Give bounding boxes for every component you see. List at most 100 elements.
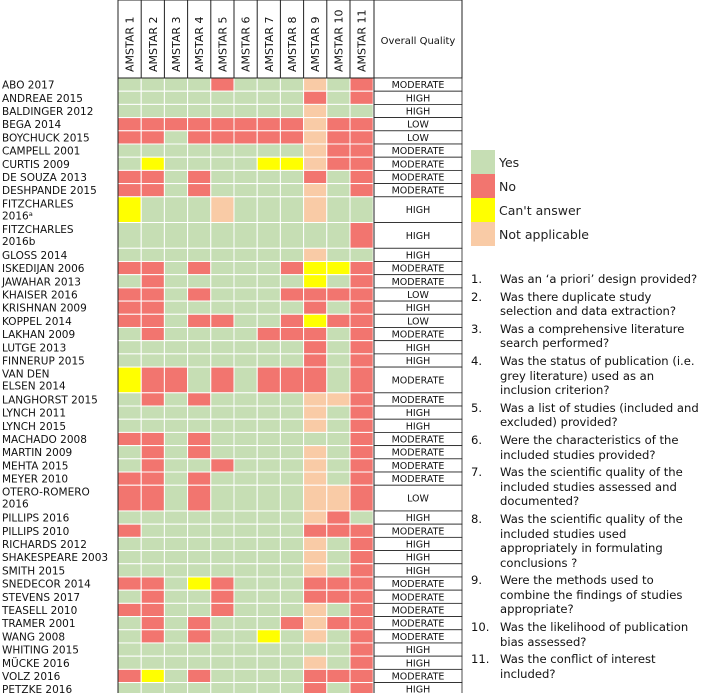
- heatmap-cell: [303, 90, 328, 105]
- study-label: DE SOUZA 2013: [2, 172, 87, 184]
- heatmap-cell: [210, 90, 235, 105]
- heatmap-cell: [279, 668, 305, 684]
- heatmap-cell: [117, 260, 142, 276]
- study-label: ANDREAE 2015: [2, 93, 83, 105]
- heatmap-cell: [210, 130, 235, 145]
- study-label: 2016b: [2, 236, 36, 248]
- heatmap-cell: [163, 589, 189, 604]
- heatmap-cell: [256, 668, 281, 684]
- heatmap-cell: [256, 392, 281, 407]
- heatmap-cell: [163, 300, 189, 315]
- heatmap-cell: [279, 682, 305, 693]
- heatmap-cell: [210, 326, 235, 342]
- heatmap-cell: [117, 471, 142, 486]
- heatmap-cell: [187, 287, 212, 302]
- quality-label: MODERATE: [392, 159, 445, 170]
- heatmap-cell: [279, 366, 305, 394]
- heatmap-cell: [210, 523, 235, 538]
- heatmap-cell: [349, 616, 374, 631]
- heatmap-cell: [140, 668, 165, 684]
- heatmap-cell: [326, 77, 351, 92]
- heatmap-cell: [349, 576, 374, 591]
- heatmap-cell: [256, 313, 281, 328]
- heatmap-cell: [349, 156, 374, 171]
- heatmap-cell: [349, 300, 374, 315]
- heatmap-cell: [279, 576, 305, 591]
- quality-label: HIGH: [406, 343, 430, 354]
- heatmap-cell: [233, 589, 258, 604]
- legend-item-cant-answer: Can't answer: [471, 198, 589, 222]
- study-label: MEHTA 2015: [2, 460, 68, 472]
- column-header-label: AMSTAR 8: [286, 16, 299, 72]
- quality-label: LOW: [407, 133, 429, 144]
- heatmap-cell: [187, 616, 212, 631]
- heatmap-cell: [256, 90, 281, 105]
- quality-cell: [373, 222, 463, 249]
- column-header-label: AMSTAR 4: [193, 16, 206, 72]
- quality-header-box: [373, 0, 463, 79]
- heatmap-cell: [349, 196, 374, 224]
- heatmap-cell: [187, 536, 212, 552]
- heatmap-cell: [256, 655, 281, 670]
- quality-label: MODERATE: [392, 375, 445, 386]
- study-label: TEASELL 2010: [1, 605, 77, 617]
- study-label: ISKEDIJAN 2006: [2, 263, 85, 275]
- heatmap-cell: [163, 326, 189, 342]
- heatmap-cell: [187, 510, 212, 525]
- heatmap-cell: [256, 576, 281, 591]
- heatmap-cell: [233, 510, 258, 525]
- heatmap-cell: [303, 589, 328, 604]
- study-label: KOPPEL 2014: [2, 316, 72, 328]
- heatmap-cell: [140, 247, 165, 262]
- heatmap-cell: [117, 77, 142, 92]
- heatmap-cell: [326, 431, 351, 447]
- heatmap-cell: [163, 169, 189, 185]
- heatmap-cell: [326, 247, 351, 262]
- question-number: 6.: [471, 432, 483, 447]
- heatmap-cell: [303, 300, 328, 315]
- question-number: 1.: [471, 272, 483, 286]
- heatmap-cell: [187, 90, 212, 105]
- heatmap-cell: [279, 642, 305, 657]
- heatmap-cell: [233, 247, 258, 262]
- heatmap-cell: [326, 313, 351, 328]
- heatmap-cell: [163, 287, 189, 302]
- question-item-7: 7. Was the scientific quality of the incl…: [471, 465, 707, 509]
- heatmap-cell: [140, 143, 165, 158]
- heatmap-cell: [326, 471, 351, 486]
- heatmap-cell: [210, 287, 235, 302]
- heatmap-cell: [210, 576, 235, 591]
- heatmap-cell: [326, 392, 351, 407]
- heatmap-cell: [326, 353, 351, 368]
- legend-item-no: No: [471, 174, 589, 198]
- study-label: MARTIN 2009: [2, 447, 72, 459]
- quality-label: MODERATE: [392, 605, 445, 616]
- heatmap-cell: [326, 287, 351, 302]
- heatmap-cell: [279, 510, 305, 525]
- heatmap-cell: [117, 405, 142, 420]
- heatmap-cell: [233, 130, 258, 145]
- heatmap-cell: [349, 183, 374, 198]
- heatmap-cell: [117, 156, 142, 171]
- heatmap-cell: [117, 183, 142, 198]
- heatmap-cell: [233, 340, 258, 355]
- heatmap-cell: [210, 536, 235, 552]
- heatmap-cell: [117, 222, 142, 249]
- heatmap-cell: [279, 300, 305, 315]
- heatmap-cell: [349, 471, 374, 486]
- heatmap-cell: [163, 353, 189, 368]
- heatmap-cell: [210, 458, 235, 473]
- heatmap-cell: [117, 550, 142, 565]
- heatmap-cell: [233, 576, 258, 591]
- heatmap-cell: [303, 602, 328, 618]
- heatmap-cell: [163, 260, 189, 276]
- heatmap-cell: [279, 287, 305, 302]
- heatmap-cell: [256, 117, 281, 132]
- heatmap-cell: [117, 366, 142, 394]
- heatmap-cell: [279, 458, 305, 473]
- heatmap-cell: [187, 431, 212, 447]
- heatmap-cell: [163, 222, 189, 249]
- heatmap-cell: [303, 523, 328, 538]
- heatmap-cell: [233, 431, 258, 447]
- heatmap-cell: [279, 260, 305, 276]
